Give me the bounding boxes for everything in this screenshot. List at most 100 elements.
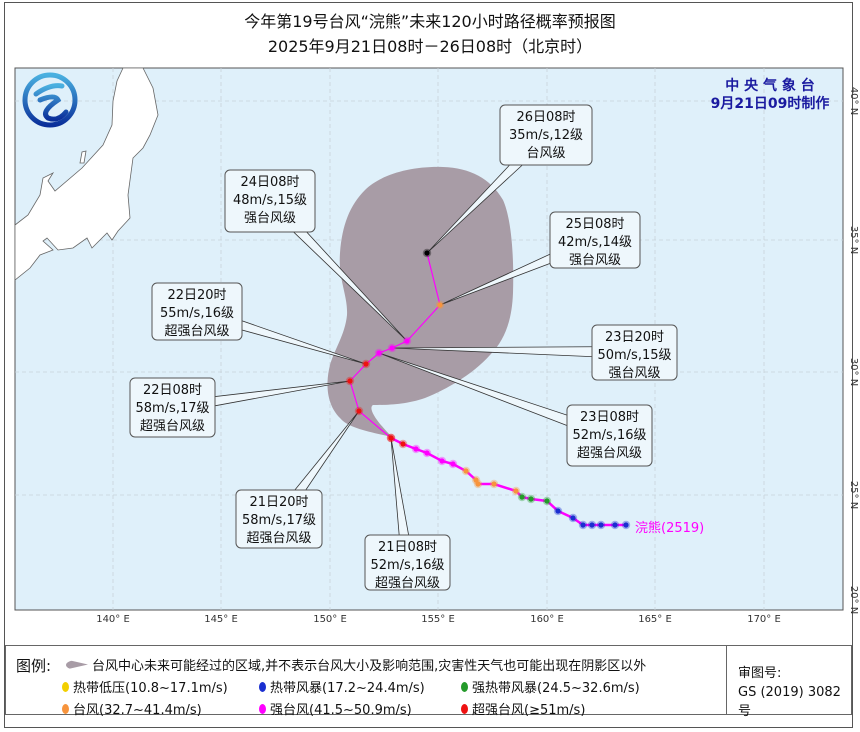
observed-track-point <box>511 486 521 496</box>
legend-cone-text: 台风中心未来可能经过的区域,并不表示台风大小及影响范围,灾害性天气也可能出现在阴… <box>92 659 647 674</box>
callout-time: 25日08时 <box>565 217 624 232</box>
callout-wind: 52m/s,16级 <box>370 558 444 573</box>
callout-wind: 42m/s,14级 <box>558 235 632 250</box>
typhoon-name-label: 浣熊(2519) <box>635 520 704 536</box>
callout-box <box>591 324 678 381</box>
callout-box <box>364 534 451 591</box>
legend-item-sts: 强热带风暴(24.5~32.6m/s) <box>461 677 640 696</box>
callout-box <box>224 169 316 233</box>
forecast-track-point <box>345 376 355 386</box>
callout-level: 台风级 <box>526 146 565 161</box>
forecast-track-point <box>435 300 445 310</box>
lon-label: 165° E <box>638 614 672 625</box>
map-subtitle: 2025年9月21日08时－26日08时（北京时） <box>267 37 593 56</box>
legend-item-sty: 强台风(41.5~50.9m/s) <box>259 699 412 718</box>
callout-level: 超强台风级 <box>164 324 229 339</box>
audit-number: GS (2019) 3082号 <box>738 685 841 719</box>
forecast-track-point <box>354 406 364 416</box>
typhoon-symbol-icon <box>461 681 468 692</box>
observed-track-point <box>610 520 620 530</box>
legend-item-superty: 超强台风(≥51m/s) <box>461 699 585 718</box>
lat-label: 25° N <box>848 481 859 509</box>
legend-item-label: 热带风暴(17.2~24.4m/s) <box>270 681 425 696</box>
typhoon-symbol-icon <box>259 703 266 714</box>
callout-time: 23日20时 <box>605 330 664 345</box>
callout-time: 21日20时 <box>249 495 308 510</box>
forecast-track-point <box>361 359 371 369</box>
callout-time: 21日08时 <box>378 540 437 555</box>
lon-label: 145° E <box>204 614 238 625</box>
callout-time: 23日08时 <box>580 410 639 425</box>
axis-labels: 140° E 145° E 150° E 155° E 160° E 165° E 170°… <box>96 87 859 625</box>
callout-level: 超强台风级 <box>577 446 642 461</box>
issue-time: 9月21日09时制作 <box>711 95 830 112</box>
legend: 图例: 台风中心未来可能经过的区域,并不表示台风大小及影响范围,灾害性天气也可能… <box>5 645 852 719</box>
callout-box <box>566 404 653 467</box>
agency-name: 中 央 气 象 台 <box>725 77 815 94</box>
callout-level: 强台风级 <box>608 366 660 381</box>
typhoon-track-map: 中 央 气 象 台 9月21日09时制作 26日08时35m/s,12级台风级2… <box>14 67 859 625</box>
callout-level: 强台风级 <box>244 211 296 226</box>
observed-track-point <box>448 459 458 469</box>
observed-track-point <box>411 444 421 454</box>
japan-land <box>14 67 159 281</box>
legend-item-label: 超强台风(≥51m/s) <box>472 703 586 718</box>
typhoon-symbol-icon <box>62 703 69 714</box>
cone-swatch-icon <box>66 659 88 670</box>
logo-icon <box>22 72 78 128</box>
legend-item-ts: 热带风暴(17.2~24.4m/s) <box>259 677 425 696</box>
observed-track-point <box>587 520 597 530</box>
lon-label: 140° E <box>96 614 130 625</box>
legend-item-ty: 台风(32.7~41.4m/s) <box>62 699 202 718</box>
hokkaido-tip <box>79 150 87 164</box>
callout-time: 22日08时 <box>143 383 202 398</box>
forecast-track-point <box>387 343 397 353</box>
callout-wind: 52m/s,16级 <box>572 428 646 443</box>
legend-title: 图例: <box>16 657 52 675</box>
lat-label: 30° N <box>848 358 859 386</box>
observed-track-point <box>517 492 527 502</box>
observed-track-point <box>568 513 578 523</box>
observed-track-point <box>621 520 631 530</box>
lat-label: 40° N <box>848 87 859 115</box>
observed-track-point <box>542 496 552 506</box>
forecast-track-point <box>374 348 384 358</box>
probability-cone <box>327 166 514 437</box>
legend-item-label: 台风(32.7~41.4m/s) <box>73 703 202 718</box>
callout-time: 22日20时 <box>167 288 226 303</box>
lon-label: 170° E <box>747 614 781 625</box>
callout-box <box>235 489 323 549</box>
observed-track-point <box>422 448 432 458</box>
observed-track-point <box>553 506 563 516</box>
callout-wind: 58m/s,17级 <box>135 401 209 416</box>
legend-item-label: 强台风(41.5~50.9m/s) <box>270 703 412 718</box>
audit-label: 审图号: <box>738 666 782 681</box>
typhoon-symbol-icon <box>461 703 468 714</box>
callout-level: 超强台风级 <box>375 576 440 591</box>
observed-track-point <box>471 475 481 485</box>
callout-wind: 48m/s,15级 <box>233 193 307 208</box>
callout-box <box>151 282 243 341</box>
legend-cone: 台风中心未来可能经过的区域,并不表示台风大小及影响范围,灾害性天气也可能出现在阴… <box>66 655 646 674</box>
lon-label: 160° E <box>530 614 564 625</box>
callout-pointers <box>171 130 636 564</box>
callout-time: 26日08时 <box>516 110 575 125</box>
legend-item-label: 强热带风暴(24.5~32.6m/s) <box>472 681 640 696</box>
outer-frame <box>4 2 853 728</box>
forecast-track-point <box>386 433 396 443</box>
observed-track-point <box>398 439 408 449</box>
callout-box <box>499 104 593 166</box>
observed-track-point <box>437 456 447 466</box>
callout-wind: 35m/s,12级 <box>509 128 583 143</box>
forecast-track-point <box>402 336 412 346</box>
legend-item-label: 热带低压(10.8~17.1m/s) <box>73 681 228 696</box>
